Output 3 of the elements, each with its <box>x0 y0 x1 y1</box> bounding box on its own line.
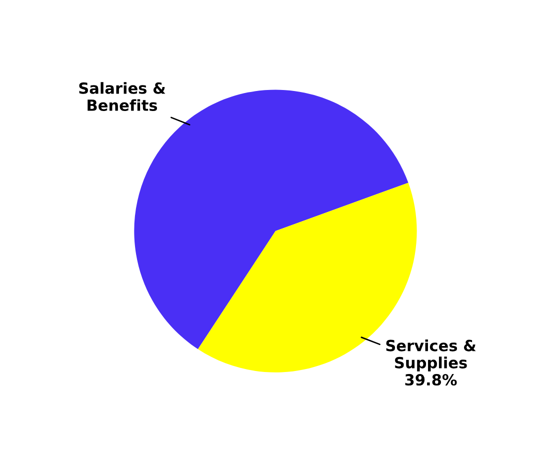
slice-label: Salaries & Benefits <box>79 82 166 112</box>
data-label: 39.8% <box>405 374 457 386</box>
slice-label: Services & Supplies <box>386 340 476 372</box>
